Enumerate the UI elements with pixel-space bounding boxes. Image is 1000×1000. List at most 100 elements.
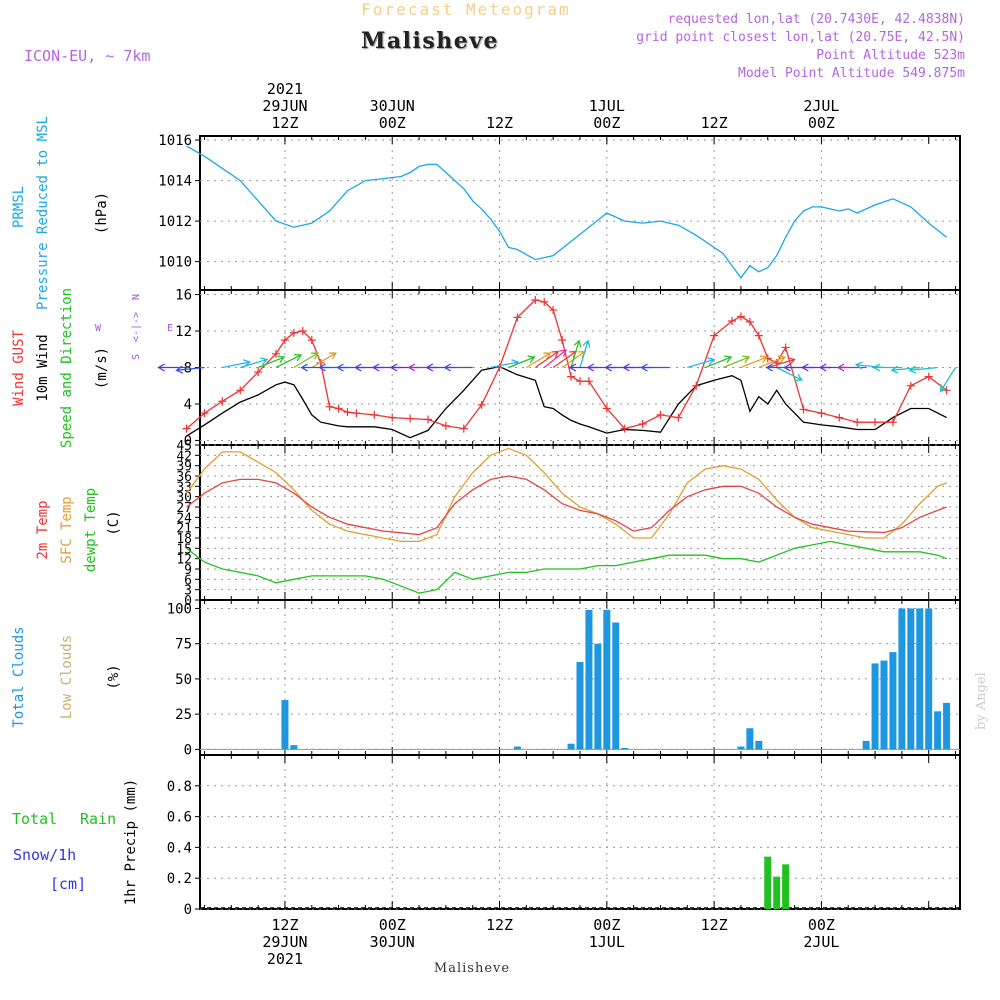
top-time-axis-label: 00Z [808,114,835,132]
snow-unit-label: [cm] [50,875,86,893]
wind-direction-arrow [240,357,269,369]
pressure-msl-label: Pressure Reduced to MSL [35,116,51,310]
top-time-axis-label: 1JUL [589,97,625,115]
pressure-frame [199,135,961,291]
cloud-ytick-label: 25 [175,707,192,723]
precip-unit-label: 1hr Precip (mm) [123,779,139,905]
wind-gust-label: Wind GUST [11,330,27,406]
total-label: Total [12,810,57,828]
compass-west-label: W [95,323,102,334]
temp-ytick-label: 9 [184,563,192,578]
wind-direction-arrow [767,357,796,369]
temp-ytick-label: 24 [176,511,192,526]
top-title: Forecast Meteogram [361,0,570,19]
pressure-panel: 1010 1012 1014 1016 [158,133,961,291]
wind-gust-marker [218,397,227,406]
low-clouds-label: Low Clouds [59,635,75,719]
temp-ytick-label: 21 [176,522,192,537]
total-cloud-bar [862,740,870,750]
wind-direction-arrow [872,363,902,372]
total-cloud-bar [290,745,298,750]
wind-gust-marker [853,418,862,427]
total-cloud-bar [880,660,888,750]
rain-bar [782,864,790,909]
wind-gust-marker [477,400,486,409]
wind-direction-arrow [890,365,920,374]
rain-bar [773,876,781,909]
wind-gust-marker [906,381,915,390]
wind-direction-arrow [740,355,769,369]
precip-frame [199,754,961,910]
temp-2m-label: 2m Temp [35,500,51,559]
plot-area: 1010101210141016048121603691215182124273… [157,80,961,968]
requested-coords: requested lon,lat (20.7430E, 42.4838N) [668,12,965,27]
wind-gust-marker [799,405,808,414]
total-cloud-bar [934,711,942,750]
wind-ytick-label: 4 [184,397,192,413]
location-title: Malisheve [361,28,499,54]
wind-direction-arrow [687,357,716,369]
cloud-panel-labels: Total Clouds Low Clouds (%) [11,626,122,727]
grid-point-coords: grid point closest lon,lat (20.75E, 42.5… [636,30,965,45]
total-cloud-bar [612,622,620,750]
wind-speed-series-line [186,365,947,439]
wind-direction-arrow [508,355,536,369]
wind-gust-marker [558,336,567,345]
total-cloud-bar [621,747,629,750]
cloud-ytick-label: 0 [184,742,192,758]
top-time-axis-label: 30JUN [370,97,415,115]
wind-direction-arrow [490,359,520,369]
temp-frame [199,444,961,601]
wind-gust-marker [388,413,397,422]
compass-arrows-label: <-|-> [131,312,142,342]
wind-direction-arrow [543,349,568,369]
wind-gust-marker [236,386,245,395]
wind-gust-marker [343,408,352,417]
wind-direction-arrow [758,355,787,369]
point-altitude: Point Altitude 523m [816,48,965,63]
temp-ytick-label: 30 [176,491,192,506]
cloud-panel: 0 25 50 75 100 [167,599,961,758]
total-cloud-bar [737,746,745,750]
wind-gust-marker [298,327,307,336]
temp-sfc-label: SFC Temp [59,496,75,563]
wind-direction-arrow [293,352,319,369]
wind-direction-arrow [534,350,560,369]
wind-gust-marker [638,420,647,429]
compass-south-label: S [131,354,142,360]
wind-gust-marker [280,336,289,345]
percent-unit-label: (%) [106,664,122,689]
total-cloud-bar [755,740,763,750]
wind-ytick-label: 12 [175,324,192,340]
precip-panel: 0 0.2 0.4 0.6 0.8 [167,754,961,918]
wind-gust-marker [754,331,763,340]
temp-2m-series-line [186,475,947,536]
bottom-time-axis-label: 2021 [267,950,303,968]
wind-gust-marker [584,377,593,386]
total-cloud-bar [567,743,575,750]
wind-gust-marker [513,313,522,322]
bottom-time-axis-label: 00Z [808,916,835,934]
compass-east-label: E [167,323,173,334]
wind-ytick-label: 0 [184,433,192,449]
hpa-unit-label: (hPa) [94,192,110,234]
top-time-axis-label: 12Z [486,114,513,132]
temp-ytick-label: 18 [176,532,192,547]
bottom-time-axis-label: 12Z [701,916,728,934]
footer-location: Malisheve [434,961,510,976]
wind-gust-marker [871,418,880,427]
total-cloud-bar [925,608,933,750]
cloud-ytick-label: 75 [175,637,192,653]
top-time-axis-label: 00Z [379,114,406,132]
wind-gust-marker [728,317,736,325]
temp-ytick-label: 15 [176,542,192,557]
wind-gust-marker [710,331,719,340]
top-time-axis-label: 12Z [271,114,298,132]
wind-gust-marker [424,415,432,424]
temp-ytick-label: 27 [176,501,192,516]
top-time-axis-label: 2021 [267,80,303,98]
total-cloud-bar [916,608,924,750]
wind-gust-marker [602,404,611,413]
temp-ytick-label: 39 [176,460,192,475]
